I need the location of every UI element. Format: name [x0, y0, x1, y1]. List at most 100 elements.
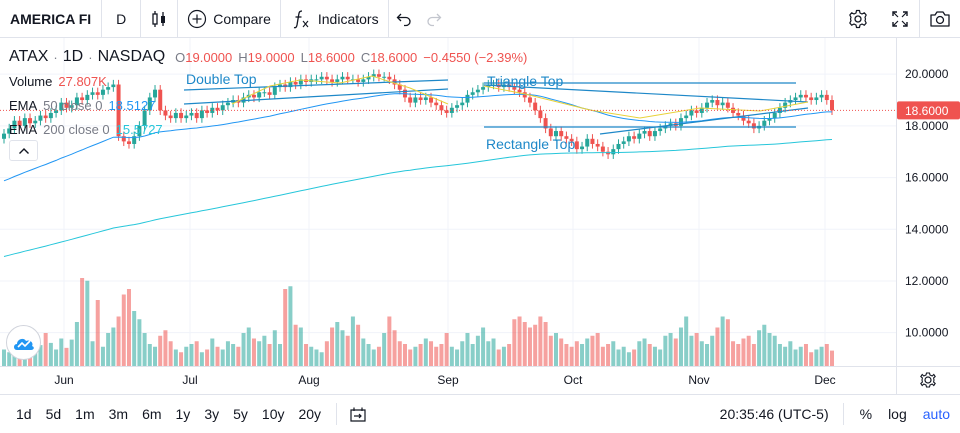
candle-body — [569, 138, 574, 142]
range-5y[interactable]: 5y — [233, 406, 248, 422]
range-6m[interactable]: 6m — [142, 406, 162, 422]
candle-body — [694, 110, 699, 113]
candle-body — [288, 81, 293, 88]
volume-bar — [314, 349, 319, 366]
last-price-badge — [897, 101, 960, 120]
ema200-value: 15.5727 — [115, 121, 163, 137]
axis-gear-outline — [920, 372, 936, 388]
range-5d[interactable]: 5d — [45, 406, 62, 422]
volume-bar — [278, 344, 282, 366]
undo-button[interactable] — [389, 0, 419, 38]
indicators-label: Indicators — [317, 10, 379, 27]
candle-body — [626, 136, 631, 142]
volume-bar — [611, 341, 616, 366]
triangle-lower-line — [599, 107, 809, 135]
candle-body — [142, 110, 147, 126]
price-axis-label: 20.0000 — [905, 67, 949, 81]
chart-style-button[interactable] — [141, 0, 177, 38]
candle-body — [548, 128, 553, 137]
volume-bar — [533, 324, 538, 366]
fullscreen-button[interactable] — [881, 0, 919, 38]
clock-timezone[interactable]: 20:35:46 (UTC-5) — [719, 406, 829, 422]
volume-bar — [590, 335, 595, 366]
range-3y[interactable]: 3y — [204, 406, 220, 422]
volume-bar — [538, 316, 543, 366]
axis-settings-icon[interactable] — [920, 372, 936, 388]
volume-bar — [741, 338, 746, 366]
volume-bar — [678, 327, 683, 366]
top-toolbar: AMERICA FI D Compare Indicators — [0, 0, 960, 38]
fullscreen-icon — [892, 10, 908, 27]
candle-body — [783, 102, 788, 108]
snapshot-button[interactable] — [920, 0, 960, 38]
price-chart[interactable]: 20.0000 18.0000 16.0000 14.0000 12.0000 10.00… — [0, 38, 960, 394]
candle-body — [475, 89, 480, 93]
candle-body — [54, 110, 59, 113]
range-3m[interactable]: 3m — [108, 406, 129, 422]
volume-bar — [111, 327, 116, 366]
candle-body — [658, 128, 663, 132]
log-toggle[interactable]: log — [888, 406, 907, 422]
range-1d[interactable]: 1d — [16, 406, 32, 422]
volume-bar — [402, 344, 407, 366]
indicators-button[interactable]: Indicators — [281, 0, 388, 38]
settings-button[interactable] — [835, 0, 881, 38]
compare-button[interactable]: Compare — [178, 0, 280, 38]
candle-body — [470, 92, 475, 95]
candle-body — [257, 92, 262, 98]
candle-body — [22, 118, 27, 126]
candle-body — [184, 115, 189, 119]
close-value: 18.6000 — [370, 49, 418, 65]
volume-bar — [626, 352, 631, 366]
volume-bar — [491, 338, 496, 366]
volume-bar — [361, 338, 366, 366]
high-value: 19.0000 — [247, 49, 295, 65]
candle-body — [199, 110, 204, 119]
ema50-line — [3, 93, 832, 182]
volume-bar — [600, 346, 605, 366]
candle-body — [715, 100, 720, 106]
interval-button[interactable]: D — [116, 10, 127, 27]
candle-body — [74, 97, 79, 106]
candle-body — [798, 94, 803, 98]
candle-body — [762, 120, 767, 126]
bottom-toolbar: 1d 5d 1m 3m 6m 1y 3y 5y 10y 20y 20:35:46… — [0, 394, 960, 433]
candle-body — [830, 100, 834, 111]
candle-body — [408, 97, 413, 103]
range-20y[interactable]: 20y — [298, 406, 322, 422]
volume-bar — [43, 333, 48, 366]
candle-body — [481, 87, 486, 90]
volume-bar — [439, 344, 444, 366]
redo-button[interactable] — [419, 0, 449, 38]
volume-bar — [720, 316, 725, 366]
candlestick-icon — [152, 10, 166, 27]
symbol-search[interactable]: AMERICA FI — [10, 10, 92, 27]
volume-bar — [231, 344, 236, 366]
volume-bar — [715, 327, 720, 366]
tradingview-logo[interactable] — [6, 325, 41, 360]
candle-body — [48, 112, 53, 119]
range-1y[interactable]: 1y — [175, 406, 191, 422]
chart-area[interactable]: 20.0000 18.0000 16.0000 14.0000 12.0000 10.00… — [0, 38, 960, 394]
range-1m[interactable]: 1m — [75, 406, 95, 422]
toolbar-divider — [279, 0, 281, 38]
volume-bar — [569, 346, 574, 366]
candle-body — [746, 120, 751, 124]
volume-bar — [257, 341, 262, 366]
candle-body — [580, 146, 585, 150]
legend-separator: · — [88, 49, 93, 65]
ema50-params: 50 close 0 — [43, 97, 103, 113]
volume-bar — [736, 344, 741, 366]
goto-date-button[interactable] — [345, 401, 371, 427]
chevron-up-icon — [18, 147, 29, 154]
percent-toggle[interactable]: % — [859, 406, 873, 422]
candle-body — [298, 79, 303, 85]
volume-bar — [158, 335, 163, 366]
range-10y[interactable]: 10y — [261, 406, 285, 422]
legend-collapse-button[interactable] — [9, 140, 38, 161]
auto-toggle[interactable]: auto — [922, 406, 950, 422]
candle-body — [684, 115, 689, 119]
volume-bar — [69, 339, 74, 366]
candle-body — [158, 89, 163, 111]
price-axis-label: 18.0000 — [905, 119, 949, 133]
